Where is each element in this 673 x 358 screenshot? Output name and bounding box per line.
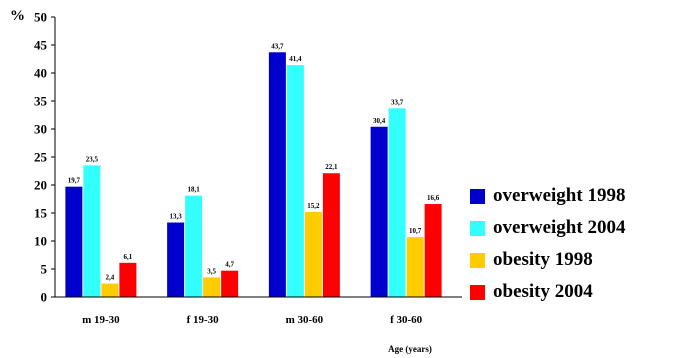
legend: overweight 1998 overweight 2004 obesity 19… — [470, 180, 625, 308]
legend-item: obesity 2004 — [470, 276, 625, 308]
y-tick-label: 25 — [34, 150, 48, 165]
data-label: 30,4 — [373, 117, 386, 125]
y-tick-label: 15 — [34, 206, 48, 221]
y-tick-label: 35 — [34, 94, 48, 109]
bar — [119, 262, 137, 297]
bar — [185, 195, 203, 297]
bar — [406, 237, 424, 297]
data-label: 4,7 — [225, 261, 234, 269]
bar — [83, 165, 101, 297]
data-label: 23,5 — [86, 155, 99, 163]
data-label: 10,7 — [409, 227, 422, 235]
legend-swatch — [470, 284, 485, 300]
x-axis-label: Age (years) — [388, 344, 432, 354]
data-label: 22,1 — [325, 163, 338, 171]
legend-swatch — [470, 252, 485, 268]
bar — [203, 277, 221, 297]
category-label: f 19-30 — [187, 314, 220, 326]
data-label: 43,7 — [271, 42, 284, 50]
bar — [101, 283, 119, 297]
category-labels-group: m 19-30 f 19-30 m 30-60 f 30-60 — [82, 314, 423, 326]
bar — [221, 270, 239, 297]
y-tick-label: 30 — [34, 122, 47, 137]
category-label: f 30-60 — [390, 314, 423, 326]
y-tick-label: 5 — [41, 262, 48, 277]
data-label: 6,1 — [124, 253, 133, 261]
legend-label: obesity 2004 — [493, 281, 593, 302]
data-label: 16,6 — [427, 194, 440, 202]
legend-item: overweight 2004 — [470, 212, 625, 244]
bar — [424, 204, 442, 297]
data-label: 15,2 — [307, 202, 320, 210]
category-label: m 30-60 — [286, 314, 324, 326]
legend-label: overweight 1998 — [493, 185, 626, 206]
bar — [322, 173, 340, 297]
y-tick-label: 10 — [34, 234, 47, 249]
y-ticks-group: 0 5 10 15 20 25 30 35 40 45 50 — [34, 10, 55, 305]
data-label: 2,4 — [106, 274, 115, 282]
y-tick-label: 50 — [34, 10, 47, 25]
y-tick-label: 40 — [34, 66, 47, 81]
bar — [388, 108, 406, 297]
bars-group — [65, 52, 442, 297]
data-label: 3,5 — [207, 267, 216, 275]
y-tick-label: 0 — [41, 290, 48, 305]
bar — [167, 222, 185, 297]
data-label: 41,4 — [289, 55, 302, 63]
bar — [304, 211, 322, 297]
bar — [286, 65, 304, 297]
data-labels-group: 19,7 23,5 2,4 6,1 13,3 18,1 3,5 4,7 43,7 41,4 15,2… — [68, 42, 440, 281]
legend-swatch — [470, 188, 485, 204]
legend-item: overweight 1998 — [470, 180, 625, 212]
data-label: 13,3 — [170, 213, 183, 221]
legend-item: obesity 1998 — [470, 244, 625, 276]
data-label: 18,1 — [188, 186, 201, 194]
y-tick-label: 20 — [34, 178, 47, 193]
bar — [65, 186, 83, 297]
bar — [268, 52, 286, 297]
y-tick-label: 45 — [34, 38, 48, 53]
category-label: m 19-30 — [82, 314, 120, 326]
legend-label: obesity 1998 — [493, 249, 593, 270]
legend-label: overweight 2004 — [493, 217, 626, 238]
y-axis-label: % — [10, 8, 25, 24]
data-label: 33,7 — [391, 98, 404, 106]
bar — [370, 126, 388, 297]
legend-swatch — [470, 220, 485, 236]
data-label: 19,7 — [68, 177, 81, 185]
